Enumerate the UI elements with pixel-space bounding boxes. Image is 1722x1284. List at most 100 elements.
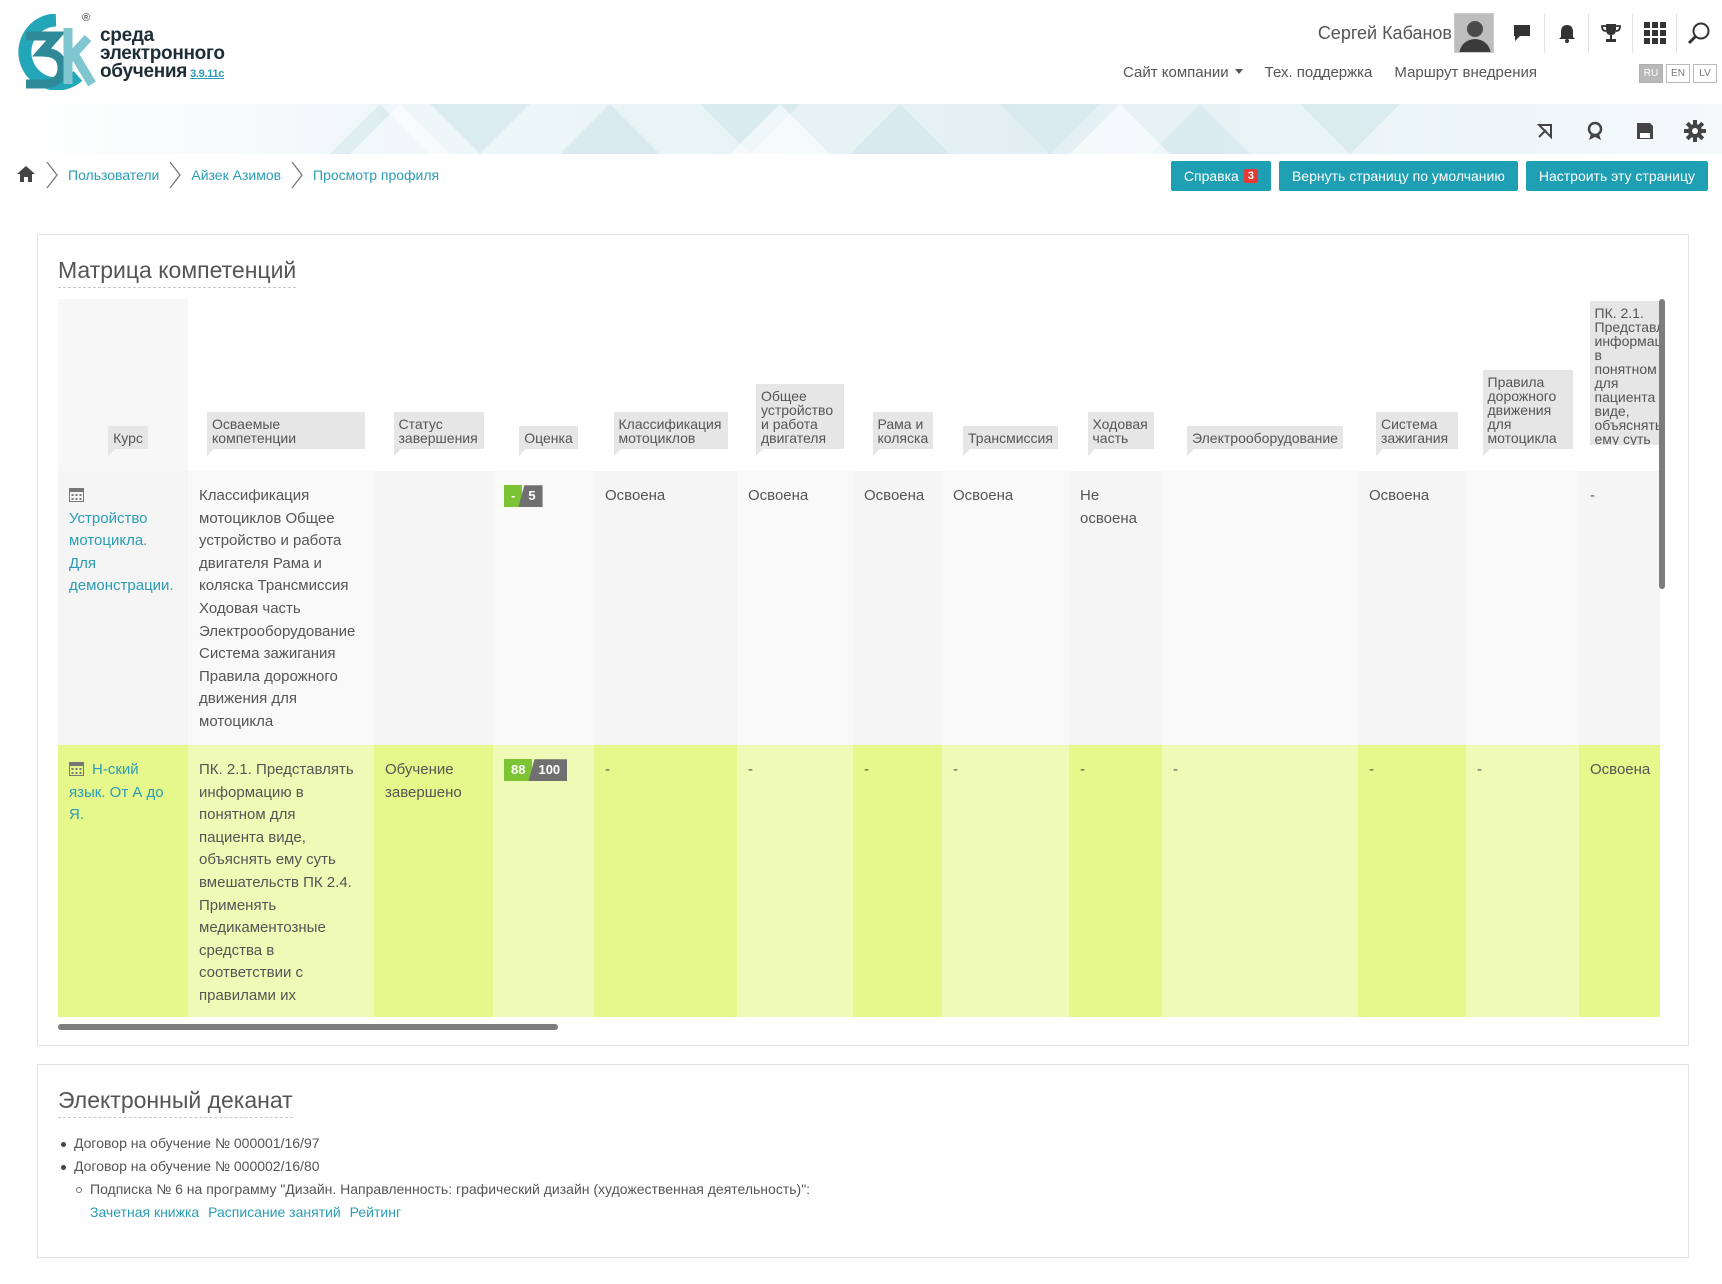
horizontal-scrollbar[interactable]	[58, 1024, 558, 1030]
course-link[interactable]: Н-ский язык. От А до Я.	[69, 761, 164, 824]
page-buttons: Справка 3 Вернуть страницу по умолчанию Н…	[1170, 161, 1708, 191]
support-link[interactable]: Тех. поддержка	[1264, 64, 1373, 81]
course-link[interactable]: Устройство мотоцикла. Для демонстрации.	[69, 509, 174, 595]
panel-title: Матрица компетенций	[58, 257, 297, 288]
column-header[interactable]: Оценка	[493, 299, 594, 471]
top-nav: Сайт компании Тех. поддержка Маршрут вне…	[1123, 64, 1537, 81]
column-header[interactable]: Классификация мотоциклов	[594, 299, 737, 471]
competence-table: Курс Осваемые компетенции Статус заверше…	[58, 299, 1660, 1017]
table-row: Устройство мотоцикла. Для демонстрации. …	[58, 471, 1660, 745]
lang-ru[interactable]: RU	[1639, 64, 1663, 83]
calendar-icon	[69, 762, 84, 776]
chevron-down-icon	[1234, 69, 1243, 74]
logo-line-2: электронного	[100, 43, 225, 64]
panel-title: Электронный деканат	[58, 1087, 293, 1118]
grade-value: -	[504, 485, 523, 508]
rating-link[interactable]: Рейтинг	[349, 1204, 402, 1220]
top-icon-bar	[1500, 13, 1720, 53]
help-label: Справка	[1183, 168, 1239, 184]
grade-max: 100	[528, 759, 568, 782]
competencies-text: ПК. 2.1. Представлять информацию в понят…	[199, 761, 354, 1011]
logo-text: среда электронного обучения 3.9.11c	[100, 25, 225, 83]
logo-line-3: обучения	[100, 61, 188, 82]
table-cell	[1466, 471, 1579, 745]
table-cell: -	[1069, 745, 1162, 1017]
logo-line-1: среда	[100, 25, 154, 46]
list-item: Договор на обучение № 000002/16/80	[58, 1155, 810, 1178]
competence-matrix-panel: Матрица компетенций Курс Осваемые компет…	[37, 234, 1689, 1046]
table-cell: Освоена	[853, 471, 942, 745]
pin-icon[interactable]	[1520, 118, 1570, 144]
table-cell: -	[1358, 745, 1466, 1017]
breadcrumb-user[interactable]: Айзек Азимов	[191, 167, 282, 183]
breadcrumb-separator-icon	[169, 161, 182, 189]
table-cell: -	[1466, 745, 1579, 1017]
grade-max: 5	[518, 485, 543, 508]
grade-cell: -5	[493, 471, 594, 745]
roadmap-link[interactable]: Маршрут внедрения	[1394, 64, 1537, 81]
column-header[interactable]: Осваемые компетенции	[188, 299, 374, 471]
status-cell: Обучение завершено	[374, 745, 493, 1017]
column-header[interactable]: Рама и коляска	[853, 299, 942, 471]
status-cell	[374, 471, 493, 745]
user-name[interactable]: Сергей Кабанов	[1317, 23, 1452, 43]
grade-badge: 88 100	[504, 759, 568, 782]
column-header[interactable]: Общее устройство и работа двигателя	[737, 299, 853, 471]
lang-en[interactable]: EN	[1666, 64, 1690, 83]
grade-value: 88	[504, 759, 533, 782]
search-icon[interactable]	[1676, 13, 1720, 53]
list-item: Договор на обучение № 000001/16/97	[58, 1132, 810, 1155]
help-button[interactable]: Справка 3	[1170, 161, 1271, 191]
breadcrumb-separator-icon	[46, 161, 58, 189]
column-header[interactable]: Статус завершения	[374, 299, 493, 471]
table-cell: -	[594, 745, 737, 1017]
competencies-cell: Классификация мотоциклов Общее устройств…	[188, 471, 374, 745]
logo-reg-mark: ®	[82, 12, 91, 24]
company-site-dropdown[interactable]: Сайт компании	[1123, 64, 1243, 81]
gradebook-link[interactable]: Зачетная книжка	[90, 1204, 200, 1220]
grid-icon[interactable]	[1632, 13, 1676, 53]
table-cell	[1162, 471, 1358, 745]
help-count-badge: 3	[1243, 169, 1258, 183]
table-cell: Освоена	[737, 471, 853, 745]
breadcrumb-users[interactable]: Пользователи	[68, 167, 160, 183]
gear-icon[interactable]	[1670, 118, 1720, 144]
award-icon[interactable]	[1570, 118, 1620, 144]
trophy-icon[interactable]	[1588, 13, 1632, 53]
lang-lv[interactable]: LV	[1693, 64, 1717, 83]
table-cell: Не освоена	[1069, 471, 1162, 745]
table-cell: Освоена	[1358, 471, 1466, 745]
column-header[interactable]: Курс	[58, 299, 188, 471]
table-cell: -	[1579, 471, 1660, 745]
deanery-links: Зачетная книжка Расписание занятий Рейти…	[58, 1201, 810, 1224]
customize-page-button[interactable]: Настроить эту страницу	[1525, 161, 1708, 191]
save-icon[interactable]	[1620, 118, 1670, 144]
grade-badge: -5	[504, 485, 543, 508]
deanery-panel: Электронный деканат Договор на обучение …	[37, 1064, 1689, 1258]
reset-page-button[interactable]: Вернуть страницу по умолчанию	[1278, 161, 1518, 191]
chat-icon[interactable]	[1500, 13, 1544, 53]
column-header[interactable]: Правила дорожного движения для мотоцикла	[1466, 299, 1579, 471]
home-icon[interactable]	[16, 165, 36, 186]
avatar[interactable]	[1454, 13, 1494, 53]
calendar-icon	[69, 488, 84, 502]
column-header[interactable]: Система зажигания	[1358, 299, 1466, 471]
table-cell: Освоена	[594, 471, 737, 745]
breadcrumb-separator-icon	[291, 161, 303, 189]
company-site-label: Сайт компании	[1122, 64, 1229, 81]
bell-icon[interactable]	[1544, 13, 1588, 53]
version-link[interactable]: 3.9.11c	[190, 68, 225, 80]
column-header[interactable]: Трансмиссия	[942, 299, 1069, 471]
schedule-link[interactable]: Расписание занятий	[208, 1204, 341, 1220]
table-row: Н-ский язык. От А до Я. ПК. 2.1. Предста…	[58, 745, 1660, 1017]
breadcrumb-profile[interactable]: Просмотр профиля	[313, 167, 440, 183]
deanery-list: Договор на обучение № 000001/16/97 Догов…	[58, 1132, 810, 1224]
column-header[interactable]: Электрооборудование	[1162, 299, 1358, 471]
vertical-scrollbar[interactable]	[1659, 299, 1665, 589]
logo[interactable]: ® среда электронного обучения 3.9.11c	[16, 12, 246, 100]
matrix-table-scroll[interactable]: Курс Осваемые компетенции Статус заверше…	[58, 299, 1660, 1017]
table-header-row: Курс Осваемые компетенции Статус заверше…	[58, 299, 1660, 471]
column-header[interactable]: ПК. 2.1. Представлять информацию в понят…	[1579, 299, 1660, 471]
grade-cell: 88 100	[493, 745, 594, 1017]
column-header[interactable]: Ходовая часть	[1069, 299, 1162, 471]
